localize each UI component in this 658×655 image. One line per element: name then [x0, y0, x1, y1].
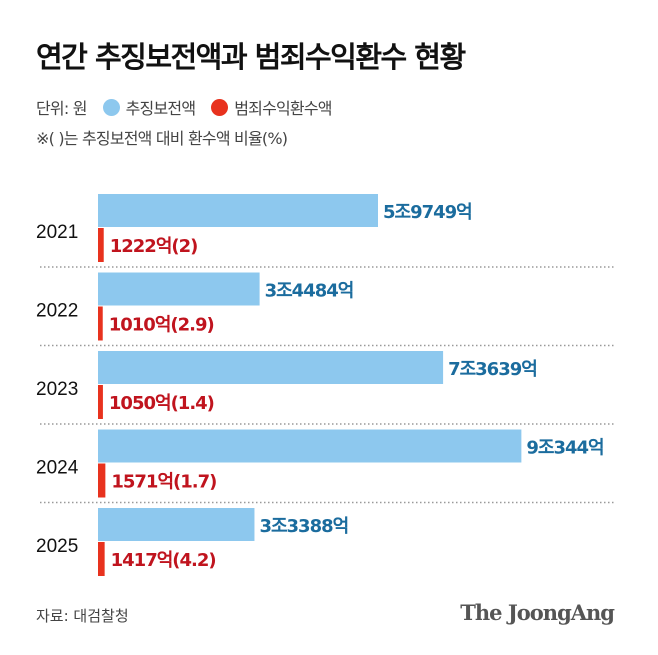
legend-swatch-preservation: [102, 98, 120, 116]
publisher-logo: The JoongAng: [460, 600, 615, 625]
recovery-bar: [98, 228, 104, 262]
bar-chart: 2021 5조9749억 1222억(2) 2022 3조4484억 1010억(2.9)…: [36, 194, 616, 576]
source: 자료: 대검찰청: [36, 607, 129, 625]
year-label: 2023: [36, 379, 78, 400]
preservation-value-label: 7조3639억: [448, 359, 537, 380]
preservation-bar: [98, 194, 378, 227]
preservation-value-label: 5조9749억: [383, 202, 472, 223]
recovery-bar: [98, 463, 106, 498]
preservation-bar: [98, 351, 444, 384]
preservation-value-label: 3조4484억: [265, 281, 354, 302]
recovery-value-label: 1571억(1.7): [111, 472, 216, 493]
recovery-value-label: 1222억(2): [110, 236, 198, 257]
preservation-bar: [98, 508, 255, 541]
preservation-bar: [98, 429, 522, 463]
preservation-value-label: 9조344억: [526, 438, 603, 459]
unit-label: 단위: 원: [36, 99, 87, 118]
legend-label-preservation: 추징보전액: [125, 99, 196, 118]
year-label: 2021: [36, 222, 78, 243]
recovery-bar: [98, 385, 103, 419]
recovery-value-label: 1010억(2.9): [109, 315, 214, 336]
chart-title: 연간 추징보전액과 범죄수익환수 현황: [36, 40, 466, 74]
ratio-note: ※( )는 추징보전액 대비 환수액 비율(%): [36, 129, 288, 148]
legend-swatch-recovery: [211, 98, 229, 116]
recovery-bar: [98, 306, 103, 341]
year-label: 2022: [36, 301, 78, 322]
legend-label-recovery: 범죄수익환수액: [234, 99, 332, 118]
recovery-value-label: 1050억(1.4): [109, 393, 214, 414]
preservation-bar: [98, 272, 260, 306]
year-label: 2024: [36, 458, 79, 479]
preservation-value-label: 3조3388억: [259, 516, 348, 537]
year-label: 2025: [36, 536, 78, 557]
legend: 단위: 원 추징보전액 범죄수익환수액: [36, 95, 333, 119]
recovery-bar: [98, 542, 105, 576]
recovery-value-label: 1417억(4.2): [111, 550, 216, 571]
